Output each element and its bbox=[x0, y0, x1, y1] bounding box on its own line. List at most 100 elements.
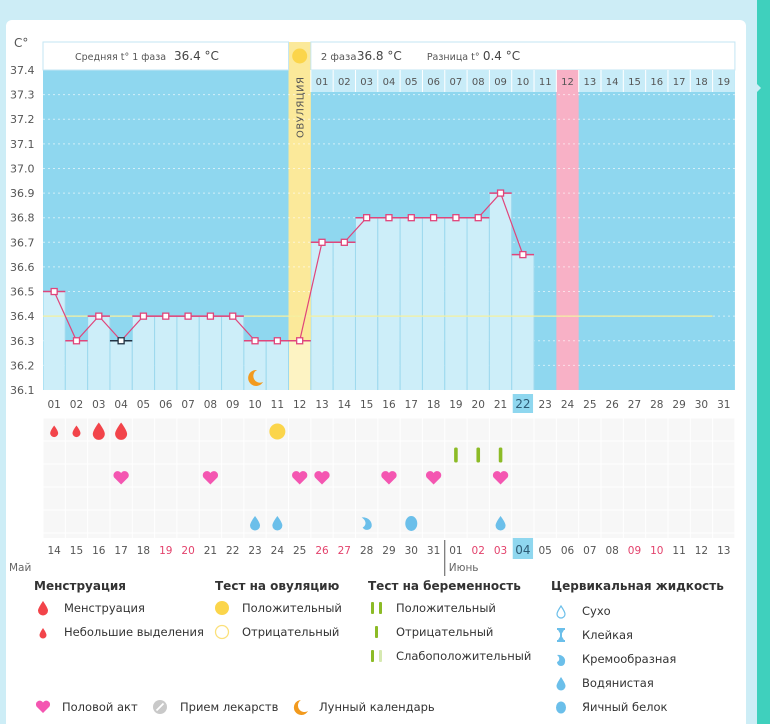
cycle-day-label[interactable]: 21 bbox=[494, 399, 507, 411]
cycle-day-label[interactable]: 28 bbox=[650, 399, 663, 411]
temperature-point[interactable] bbox=[340, 238, 348, 246]
cycle-day-label[interactable]: 02 bbox=[70, 399, 83, 411]
calendar-date-label[interactable]: 09 bbox=[628, 545, 641, 557]
calendar-date-label[interactable]: 07 bbox=[583, 545, 596, 557]
calendar-date-label[interactable]: 26 bbox=[315, 545, 329, 557]
cycle-day-label[interactable]: 19 bbox=[449, 399, 462, 411]
ovulation-test-positive-icon[interactable] bbox=[269, 423, 286, 440]
cycle-day-label[interactable]: 20 bbox=[472, 399, 485, 411]
cycle-day-label[interactable]: 15 bbox=[360, 399, 373, 411]
cycle-day-label[interactable]: 12 bbox=[293, 399, 306, 411]
cycle-day-label[interactable]: 01 bbox=[47, 399, 60, 411]
temperature-point[interactable] bbox=[50, 287, 58, 296]
temperature-point[interactable] bbox=[296, 337, 304, 345]
intercourse-heart-icon[interactable] bbox=[492, 471, 509, 485]
calendar-date-label[interactable]: 04 bbox=[515, 543, 530, 557]
cycle-day-label[interactable]: 03 bbox=[92, 399, 105, 411]
cycle-day-label[interactable]: 23 bbox=[539, 399, 552, 411]
pregnancy-test-negative-icon[interactable] bbox=[498, 447, 503, 463]
calendar-date-label[interactable]: 18 bbox=[137, 545, 150, 557]
cycle-day-label[interactable]: 29 bbox=[672, 399, 685, 411]
spotting-icon[interactable] bbox=[72, 425, 81, 438]
cycle-day-label[interactable]: 05 bbox=[137, 399, 150, 411]
temperature-point[interactable] bbox=[385, 214, 393, 222]
temperature-point[interactable] bbox=[452, 214, 460, 222]
calendar-date-label[interactable]: 08 bbox=[605, 545, 618, 557]
calendar-date-label[interactable]: 16 bbox=[92, 545, 106, 557]
calendar-date-label[interactable]: 24 bbox=[271, 545, 285, 557]
cycle-day-label[interactable]: 30 bbox=[695, 399, 708, 411]
temperature-point[interactable] bbox=[72, 337, 81, 345]
cervical-watery-icon[interactable] bbox=[495, 516, 506, 531]
intercourse-heart-icon[interactable] bbox=[202, 471, 219, 485]
temperature-point[interactable] bbox=[519, 250, 527, 259]
calendar-date-label[interactable]: 03 bbox=[494, 545, 507, 557]
intercourse-heart-icon[interactable] bbox=[381, 471, 397, 485]
cycle-day-label[interactable]: 27 bbox=[628, 399, 641, 411]
cycle-day-label[interactable]: 14 bbox=[338, 399, 352, 411]
cycle-day-label[interactable]: 10 bbox=[248, 399, 261, 411]
calendar-date-label[interactable]: 20 bbox=[181, 545, 194, 557]
cycle-day-label[interactable]: 04 bbox=[114, 399, 128, 411]
cycle-day-label[interactable]: 22 bbox=[515, 397, 530, 411]
temperature-point[interactable] bbox=[229, 312, 237, 320]
temperature-point[interactable] bbox=[496, 189, 505, 197]
temperature-point[interactable] bbox=[117, 337, 125, 345]
calendar-date-label[interactable]: 30 bbox=[405, 545, 418, 557]
cycle-day-label[interactable]: 26 bbox=[605, 399, 619, 411]
temperature-point[interactable] bbox=[184, 312, 192, 320]
cycle-day-label[interactable]: 17 bbox=[405, 399, 418, 411]
calendar-date-label[interactable]: 17 bbox=[114, 545, 127, 557]
cycle-day-label[interactable]: 13 bbox=[315, 399, 328, 411]
calendar-date-label[interactable]: 02 bbox=[472, 545, 485, 557]
pregnancy-test-negative-icon[interactable] bbox=[454, 447, 458, 463]
calendar-date-label[interactable]: 14 bbox=[47, 545, 61, 557]
intercourse-heart-icon[interactable] bbox=[425, 471, 442, 485]
calendar-date-label[interactable]: 29 bbox=[382, 545, 395, 557]
cycle-day-label[interactable]: 24 bbox=[561, 399, 575, 411]
calendar-date-label[interactable]: 31 bbox=[427, 545, 440, 557]
intercourse-heart-icon[interactable] bbox=[292, 471, 308, 485]
menstruation-icon[interactable] bbox=[92, 422, 105, 440]
calendar-date-label[interactable]: 05 bbox=[539, 545, 552, 557]
calendar-date-label[interactable]: 11 bbox=[672, 545, 685, 557]
temperature-point[interactable] bbox=[362, 214, 371, 222]
calendar-date-label[interactable]: 15 bbox=[70, 545, 83, 557]
calendar-date-label[interactable]: 25 bbox=[293, 545, 306, 557]
temperature-point[interactable] bbox=[318, 238, 326, 246]
intercourse-heart-icon[interactable] bbox=[314, 471, 330, 485]
temperature-point[interactable] bbox=[139, 312, 148, 320]
cervical-watery-icon[interactable] bbox=[250, 516, 261, 531]
temperature-point[interactable] bbox=[474, 214, 482, 222]
temperature-point[interactable] bbox=[162, 312, 170, 320]
menstruation-icon[interactable] bbox=[115, 422, 128, 440]
calendar-date-label[interactable]: 28 bbox=[360, 545, 373, 557]
cervical-eggwhite-icon[interactable] bbox=[405, 516, 418, 531]
intercourse-heart-icon[interactable] bbox=[113, 471, 129, 485]
cycle-day-label[interactable]: 31 bbox=[717, 399, 730, 411]
spotting-icon[interactable] bbox=[50, 425, 59, 438]
cervical-watery-icon[interactable] bbox=[272, 516, 283, 531]
calendar-date-label[interactable]: 06 bbox=[561, 545, 575, 557]
cycle-day-label[interactable]: 08 bbox=[204, 399, 217, 411]
cycle-day-label[interactable]: 25 bbox=[583, 399, 596, 411]
calendar-date-label[interactable]: 01 bbox=[449, 545, 462, 557]
temperature-point[interactable] bbox=[206, 312, 215, 320]
pregnancy-test-negative-icon[interactable] bbox=[476, 447, 481, 463]
calendar-date-label[interactable]: 22 bbox=[226, 545, 239, 557]
temperature-point[interactable] bbox=[95, 312, 103, 320]
cycle-day-label[interactable]: 07 bbox=[181, 399, 194, 411]
temperature-point[interactable] bbox=[273, 337, 282, 345]
side-panel-strip[interactable] bbox=[757, 0, 770, 724]
calendar-date-label[interactable]: 27 bbox=[338, 545, 351, 557]
temperature-point[interactable] bbox=[429, 214, 438, 222]
cycle-day-label[interactable]: 18 bbox=[427, 399, 440, 411]
calendar-date-label[interactable]: 21 bbox=[204, 545, 217, 557]
temperature-point[interactable] bbox=[407, 214, 415, 222]
calendar-date-label[interactable]: 12 bbox=[695, 545, 708, 557]
calendar-date-label[interactable]: 13 bbox=[717, 545, 730, 557]
cycle-day-label[interactable]: 16 bbox=[382, 399, 396, 411]
cycle-day-label[interactable]: 09 bbox=[226, 399, 239, 411]
cycle-day-label[interactable]: 06 bbox=[159, 399, 173, 411]
cycle-day-label[interactable]: 11 bbox=[271, 399, 284, 411]
